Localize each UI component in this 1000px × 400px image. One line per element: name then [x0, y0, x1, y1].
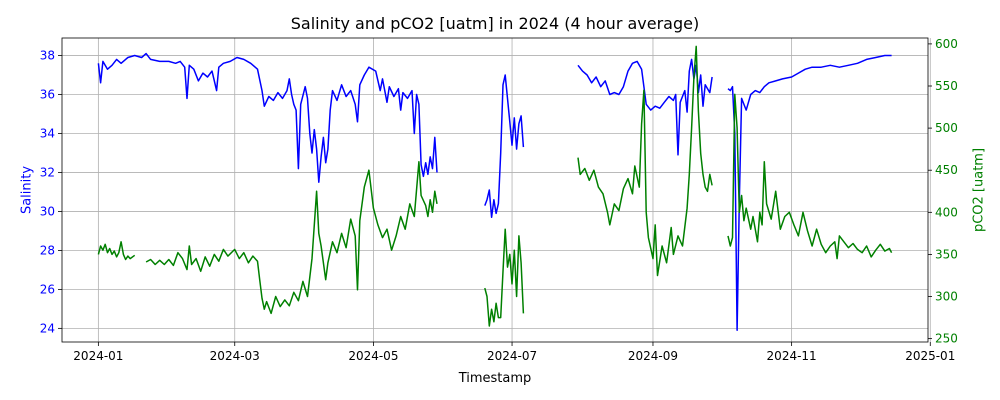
x-tick-label: 2024-03: [210, 349, 260, 363]
pco2-series-line: [97, 241, 136, 261]
salinity-series-line: [484, 74, 525, 219]
y-left-tick-label: 36: [40, 88, 55, 102]
chart-title: Salinity and pCO2 [uatm] in 2024 (4 hour…: [291, 14, 699, 33]
grid-lines: [62, 38, 931, 342]
y-left-tick-label: 32: [40, 165, 55, 179]
y-right-tick-label: 300: [935, 290, 958, 304]
series-lines: [97, 45, 893, 332]
y-right-tick-label: 450: [935, 163, 958, 177]
y-left-tick-label: 24: [40, 321, 55, 335]
pco2-series-line: [577, 45, 713, 277]
x-tick-label: 2024-09: [628, 349, 678, 363]
pco2-series-line: [727, 93, 893, 260]
y-right-tick-label: 550: [935, 79, 958, 93]
pco2-series-line: [484, 228, 525, 327]
y-left-tick-label: 28: [40, 243, 55, 257]
y-left-tick-label: 34: [40, 126, 55, 140]
x-tick-label: 2024-01: [73, 349, 123, 363]
y-axis-left: 24 26 28 30 32 34 36 38: [40, 49, 62, 335]
y-right-axis-label: pCO2 [uatm]: [972, 148, 987, 232]
y-left-tick-label: 30: [40, 204, 55, 218]
y-right-tick-label: 600: [935, 37, 958, 51]
salinity-series-line: [727, 54, 892, 332]
x-axis: 2024-01 2024-03 2024-05 2024-07 2024-09 2024-…: [73, 342, 955, 363]
y-right-tick-label: 400: [935, 205, 958, 219]
y-left-tick-label: 38: [40, 49, 55, 63]
y-left-tick-label: 26: [40, 282, 55, 296]
pco2-series-line: [145, 161, 438, 315]
y-axis-right: 250 300 350 400 450 500 550 600: [928, 37, 958, 346]
x-tick-label: 2025-01: [905, 349, 955, 363]
y-right-tick-label: 500: [935, 121, 958, 135]
plot-area-frame: [61, 37, 929, 343]
y-right-tick-label: 350: [935, 247, 958, 261]
y-right-tick-label: 250: [935, 332, 958, 346]
y-left-axis-label: Salinity: [20, 166, 35, 214]
salinity-series-line: [577, 58, 713, 156]
x-tick-label: 2024-05: [348, 349, 398, 363]
x-axis-label: Timestamp: [458, 371, 532, 386]
x-tick-label: 2024-11: [767, 349, 817, 363]
x-tick-label: 2024-07: [487, 349, 537, 363]
salinity-series-line: [97, 52, 438, 183]
